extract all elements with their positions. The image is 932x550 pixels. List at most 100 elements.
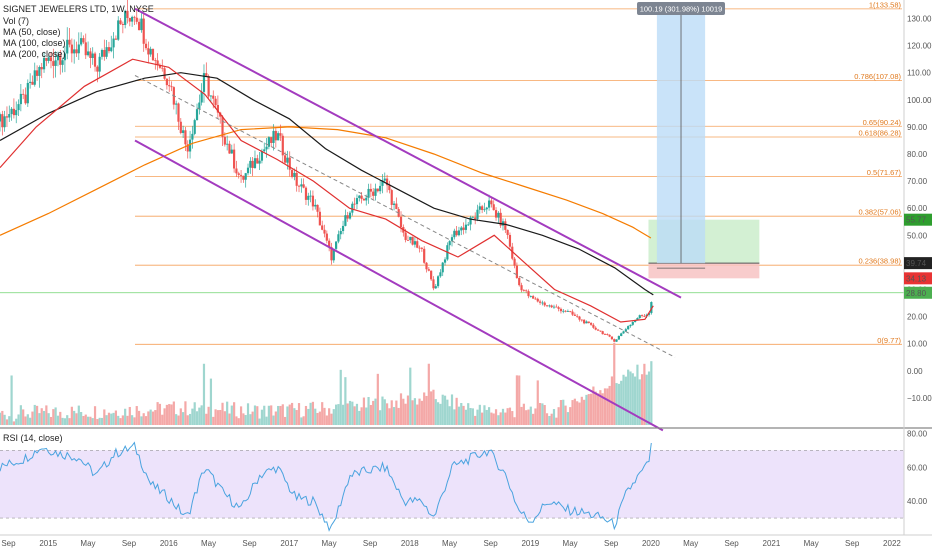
volume-bar-161 <box>372 400 375 425</box>
volume-bar-24 <box>54 407 57 425</box>
price-tick-8: 70.00 <box>907 177 928 186</box>
candle-body-122 <box>281 135 284 156</box>
volume-bar-112 <box>258 418 261 425</box>
candle-body-66 <box>151 48 155 61</box>
candle-body-114 <box>263 149 266 152</box>
volume-bar-271 <box>627 369 630 425</box>
volume-bar-22 <box>49 416 53 425</box>
volume-bar-144 <box>332 409 335 425</box>
candle-body-32 <box>73 49 76 54</box>
volume-bar-38 <box>86 416 90 425</box>
volume-bar-202 <box>467 403 470 425</box>
price-tag-box-2 <box>904 272 932 285</box>
volume-bar-71 <box>163 408 166 425</box>
candle-body-86 <box>198 102 201 110</box>
volume-bar-95 <box>219 409 222 425</box>
candle-body-51 <box>117 20 120 40</box>
candle-body-76 <box>175 103 178 105</box>
volume-bar-82 <box>188 413 192 425</box>
candle-body-141 <box>325 233 328 241</box>
candle-body-47 <box>107 47 111 52</box>
time-tick-14: May <box>563 539 578 548</box>
volume-bar-255 <box>589 393 593 425</box>
candle-body-162 <box>374 188 377 196</box>
candle-body-115 <box>265 146 268 150</box>
volume-bar-232 <box>536 380 539 425</box>
candle-body-148 <box>341 225 345 232</box>
volume-bar-65 <box>149 409 152 425</box>
candle-body-163 <box>376 188 379 192</box>
candle-body-6 <box>12 108 16 116</box>
candle-body-71 <box>163 68 166 79</box>
volume-bar-84 <box>193 402 196 425</box>
candle-body-212 <box>490 200 493 205</box>
volume-bar-16 <box>35 405 39 425</box>
volume-bar-167 <box>385 403 389 425</box>
volume-bar-27 <box>61 417 64 425</box>
candle-body-131 <box>302 184 305 188</box>
candle-body-111 <box>256 158 259 164</box>
volume-bar-41 <box>93 406 97 425</box>
volume-bar-86 <box>198 407 201 425</box>
volume-bar-162 <box>374 398 377 425</box>
volume-bar-43 <box>98 417 101 425</box>
volume-bar-141 <box>325 415 328 425</box>
volume-bar-261 <box>603 388 607 425</box>
candle-body-0 <box>0 114 2 122</box>
candle-body-236 <box>545 305 549 307</box>
candle-body-5 <box>10 108 13 115</box>
volume-bar-1 <box>1 410 4 425</box>
candle-body-36 <box>82 38 85 43</box>
volume-bar-36 <box>82 416 85 425</box>
candle-body-260 <box>601 331 604 335</box>
volume-bar-216 <box>499 412 502 425</box>
candle-body-50 <box>114 38 117 40</box>
candle-body-241 <box>557 307 560 309</box>
volume-bar-28 <box>63 418 67 425</box>
volume-bar-107 <box>246 403 250 425</box>
volume-bar-191 <box>441 394 444 425</box>
candle-body-11 <box>24 94 27 104</box>
candle-body-132 <box>304 187 308 200</box>
candle-body-269 <box>622 331 625 334</box>
time-tick-22: 2022 <box>883 539 901 548</box>
volume-bar-35 <box>80 412 83 425</box>
candle-body-58 <box>133 16 136 18</box>
volume-bar-111 <box>256 406 259 425</box>
volume-bar-171 <box>395 400 398 425</box>
candle-body-83 <box>191 133 194 140</box>
volume-bar-105 <box>242 413 245 425</box>
candle-body-155 <box>358 195 361 199</box>
candle-body-89 <box>205 73 208 76</box>
volume-bar-221 <box>511 411 514 425</box>
time-tick-12: Sep <box>483 539 498 548</box>
volume-bar-13 <box>29 417 32 425</box>
time-tick-8: May <box>321 539 336 548</box>
time-tick-16: 2020 <box>642 539 660 548</box>
volume-bar-137 <box>316 412 319 425</box>
time-tick-9: Sep <box>363 539 378 548</box>
volume-bar-7 <box>15 418 18 425</box>
candle-body-252 <box>583 319 586 324</box>
volume-bar-146 <box>337 404 340 425</box>
volume-bar-6 <box>12 421 16 425</box>
price-tick-6: 50.00 <box>907 231 928 240</box>
volume-bar-34 <box>77 405 80 425</box>
candle-body-16 <box>35 70 39 76</box>
volume-bar-49 <box>112 412 115 425</box>
measure-label-box <box>637 2 726 15</box>
candle-body-56 <box>128 17 131 22</box>
candle-body-57 <box>131 16 134 22</box>
candle-body-33 <box>75 49 78 54</box>
volume-bar-275 <box>636 364 639 425</box>
candle-body-153 <box>353 203 356 205</box>
candle-body-171 <box>395 203 398 210</box>
fib-label-6: 0.236(38.98) <box>858 257 901 266</box>
volume-bar-97 <box>223 411 226 425</box>
volume-bar-143 <box>330 413 333 425</box>
candle-body-185 <box>427 269 430 271</box>
candle-body-30 <box>68 39 71 45</box>
volume-bar-273 <box>631 373 634 425</box>
volume-bar-252 <box>583 399 586 425</box>
